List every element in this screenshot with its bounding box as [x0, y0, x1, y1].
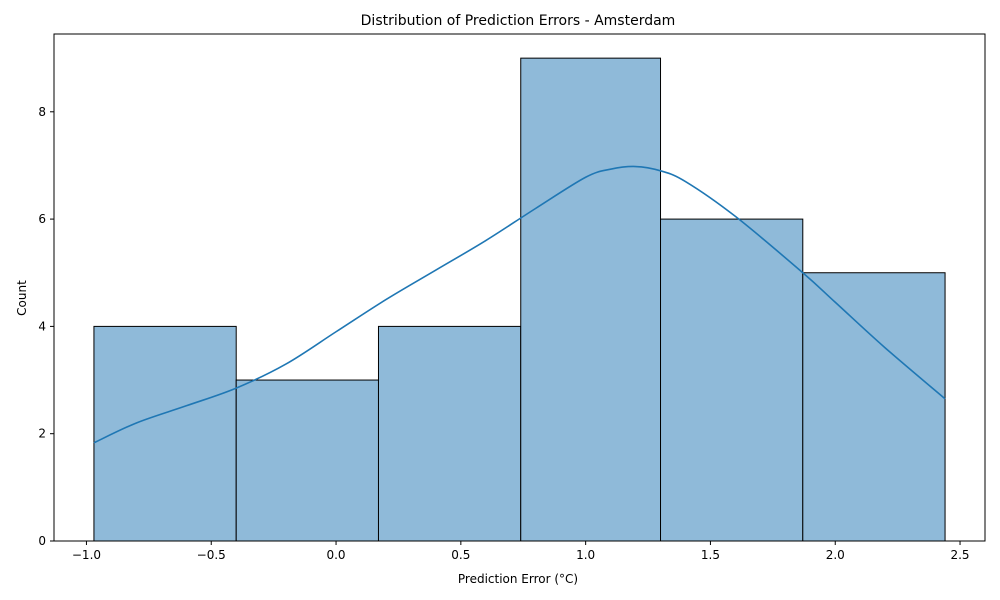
x-tick-label: 0.0	[326, 548, 345, 562]
x-tick-label: −0.5	[197, 548, 226, 562]
x-tick-label: 1.5	[701, 548, 720, 562]
histogram-bar-3	[520, 57, 662, 542]
plot-frame	[53, 33, 986, 542]
x-axis-label: Prediction Error (°C)	[458, 572, 578, 586]
y-tick-label: 2	[38, 427, 46, 441]
histogram-bar-1	[235, 379, 379, 542]
x-axis: −1.0 −0.5 0.0 0.5 1.0 1.5 2.0 2.5	[72, 541, 970, 562]
y-tick-label: 8	[38, 105, 46, 119]
y-tick-label: 6	[38, 212, 46, 226]
x-tick-label: 1.0	[576, 548, 595, 562]
x-tick-label: 2.0	[826, 548, 845, 562]
histogram-bar-5	[802, 272, 946, 542]
histogram-bar-4	[660, 218, 804, 542]
x-tick-label: −1.0	[72, 548, 101, 562]
x-tick-label: 0.5	[451, 548, 470, 562]
histogram-bar-2	[377, 325, 522, 542]
y-axis: 0 2 4 6 8	[38, 105, 54, 548]
y-axis-label: Count	[15, 280, 29, 316]
y-tick-label: 0	[38, 534, 46, 548]
kde-group	[93, 165, 946, 444]
chart-title: Distribution of Prediction Errors - Amst…	[361, 13, 676, 29]
x-tick-label: 2.5	[950, 548, 969, 562]
bars-group	[93, 57, 946, 542]
y-tick-label: 4	[38, 319, 46, 333]
kde-line	[93, 165, 946, 444]
histogram-bar-0	[93, 325, 237, 542]
